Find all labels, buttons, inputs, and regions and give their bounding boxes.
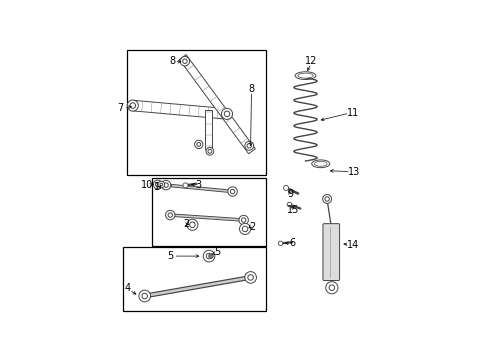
Circle shape [197,143,200,146]
Text: 10: 10 [140,180,152,190]
Text: 6: 6 [288,238,295,248]
Circle shape [221,108,232,120]
Circle shape [230,189,234,194]
Circle shape [203,250,214,262]
Circle shape [239,215,248,225]
Text: 14: 14 [346,240,359,250]
Circle shape [209,255,212,257]
Bar [127,50,265,175]
Text: 1: 1 [154,183,160,192]
Circle shape [324,197,328,201]
Circle shape [224,111,229,117]
Circle shape [163,183,168,187]
Circle shape [283,185,288,190]
Polygon shape [205,110,211,149]
Circle shape [205,148,213,155]
Circle shape [183,183,187,188]
Ellipse shape [314,161,326,166]
Ellipse shape [297,73,312,78]
Circle shape [158,181,164,188]
FancyBboxPatch shape [322,224,339,280]
Text: 3: 3 [195,180,201,190]
Circle shape [206,253,211,259]
Circle shape [161,180,170,190]
Circle shape [244,271,256,283]
Text: 9: 9 [287,189,293,199]
Circle shape [207,149,211,153]
Text: 12: 12 [304,56,317,66]
Text: 5: 5 [214,247,220,257]
Circle shape [180,57,189,66]
Bar [123,247,265,311]
Circle shape [227,187,237,196]
Text: 11: 11 [346,108,359,118]
Text: 7: 7 [117,103,123,113]
Text: 4: 4 [125,283,131,293]
Circle shape [247,275,253,280]
Text: 8: 8 [169,57,175,67]
Circle shape [239,223,250,234]
Circle shape [244,141,253,150]
Circle shape [322,194,331,203]
Circle shape [155,183,160,187]
Circle shape [241,218,245,222]
Circle shape [246,144,251,148]
Text: 2: 2 [248,222,255,232]
Circle shape [194,140,203,149]
Circle shape [186,219,198,230]
Text: 5: 5 [167,251,173,261]
Ellipse shape [311,160,329,168]
Ellipse shape [294,72,315,80]
Circle shape [160,183,163,186]
Circle shape [208,254,213,258]
Circle shape [242,226,247,232]
Circle shape [189,222,195,228]
Circle shape [139,290,150,302]
Circle shape [325,282,337,294]
Polygon shape [179,55,255,154]
Circle shape [328,285,334,291]
Circle shape [278,241,282,246]
Bar [152,177,265,246]
Circle shape [130,103,135,108]
Circle shape [168,213,172,217]
Circle shape [165,210,175,220]
Polygon shape [132,100,227,119]
Circle shape [286,202,291,207]
Text: 13: 13 [348,167,360,177]
Circle shape [127,100,138,111]
Circle shape [183,59,187,63]
Text: 15: 15 [286,204,298,215]
Circle shape [153,180,162,189]
Text: 8: 8 [248,84,254,94]
Text: 2: 2 [183,219,189,229]
Circle shape [142,293,147,299]
